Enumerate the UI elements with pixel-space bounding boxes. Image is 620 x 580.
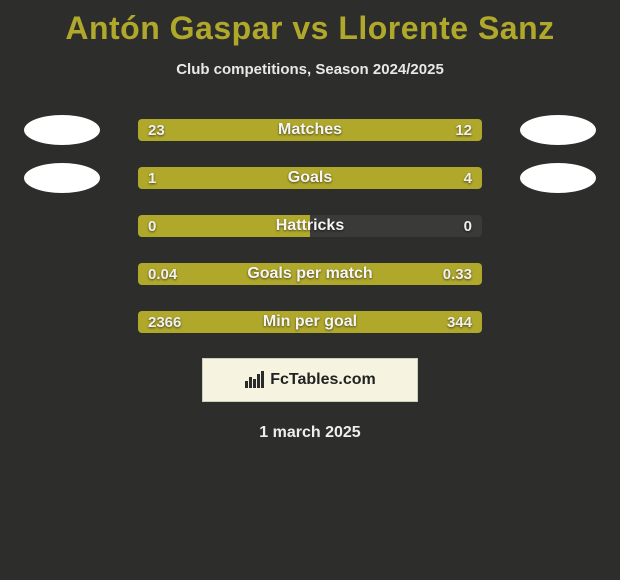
player-right-avatar (520, 115, 596, 145)
stats-list: 2312Matches 14Goals 00Hattricks 0.040.33Goa… (0, 118, 620, 334)
stat-row: 2312Matches (10, 118, 610, 142)
bars-icon (244, 371, 266, 389)
stat-bar: 0.040.33Goals per match (138, 263, 482, 285)
stat-bar: 2312Matches (138, 119, 482, 141)
stat-row: 2366344Min per goal (10, 310, 610, 334)
bar-right-fill (365, 119, 482, 141)
bar-left-fill (138, 215, 310, 237)
bar-left-fill (138, 167, 207, 189)
player-left-avatar (24, 115, 100, 145)
bar-right-fill (207, 167, 482, 189)
bar-right-fill (437, 311, 482, 333)
brand-badge: FcTables.com (202, 358, 418, 402)
stat-value-right: 0 (454, 215, 482, 237)
bar-left-fill (138, 119, 365, 141)
stat-bar: 2366344Min per goal (138, 311, 482, 333)
stat-row: 0.040.33Goals per match (10, 262, 610, 286)
page-title: Antón Gaspar vs Llorente Sanz (0, 0, 620, 47)
stat-row: 14Goals (10, 166, 610, 190)
player-left-avatar (24, 163, 100, 193)
stat-bar: 00Hattricks (138, 215, 482, 237)
brand-text: FcTables.com (270, 371, 376, 389)
bar-left-fill (138, 311, 437, 333)
date-text: 1 march 2025 (0, 424, 620, 442)
player-right-avatar (520, 163, 596, 193)
subtitle: Club competitions, Season 2024/2025 (0, 61, 620, 78)
bar-left-fill (138, 263, 176, 285)
stat-bar: 14Goals (138, 167, 482, 189)
stat-row: 00Hattricks (10, 214, 610, 238)
bar-right-fill (176, 263, 482, 285)
comparison-card: Antón Gaspar vs Llorente Sanz Club compe… (0, 0, 620, 442)
